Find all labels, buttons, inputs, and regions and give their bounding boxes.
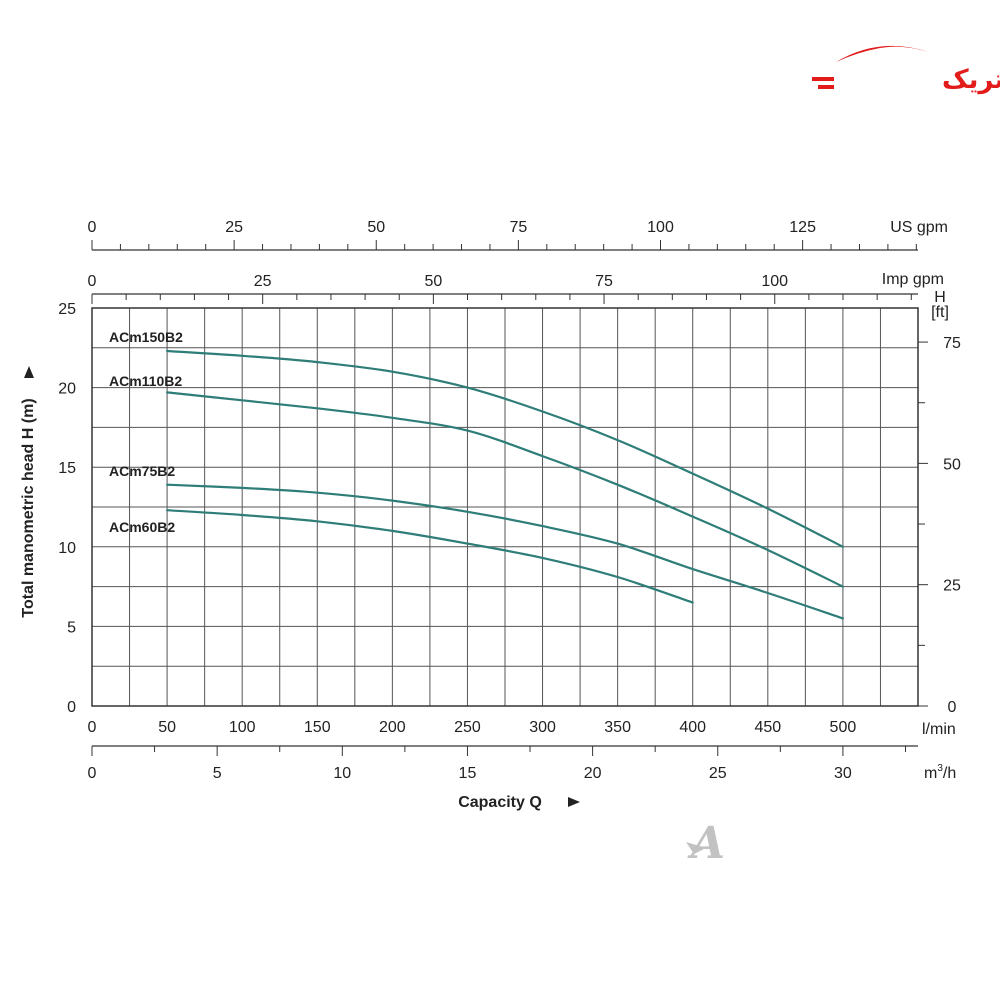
y-tick-label: 15 bbox=[58, 460, 76, 477]
ft-axis-label-h: H bbox=[934, 289, 946, 306]
lmin-tick-label: 100 bbox=[229, 719, 256, 736]
lmin-tick-label: 150 bbox=[304, 719, 331, 736]
us-gpm-tick-label: 25 bbox=[225, 219, 243, 236]
ft-tick-label: 50 bbox=[943, 456, 961, 473]
y-tick-label: 20 bbox=[58, 381, 76, 398]
lmin-tick-label: 300 bbox=[529, 719, 556, 736]
m3h-tick-label: 30 bbox=[834, 765, 852, 782]
ft-tick-label: 75 bbox=[943, 335, 961, 352]
x-axis-title-arrow bbox=[568, 797, 580, 807]
y-axis-title-arrow bbox=[24, 366, 34, 378]
m3h-tick-label: 25 bbox=[709, 765, 727, 782]
series-curve-acm110b2 bbox=[166, 391, 844, 588]
series-label-acm110b2: ACm110B2 bbox=[109, 373, 182, 389]
ft-axis-label-unit: [ft] bbox=[931, 304, 949, 321]
imp-gpm-unit-label: Imp gpm bbox=[882, 271, 944, 288]
imp-gpm-tick-label: 50 bbox=[424, 273, 442, 290]
us-gpm-tick-label: 75 bbox=[509, 219, 527, 236]
lmin-tick-label: 0 bbox=[88, 719, 97, 736]
imp-gpm-tick-label: 75 bbox=[595, 273, 613, 290]
series-label-acm150b2: ACm150B2 bbox=[109, 329, 183, 345]
series-curve-acm150b2 bbox=[166, 349, 844, 548]
y-tick-label: 5 bbox=[67, 619, 76, 636]
m3h-tick-label: 5 bbox=[213, 765, 222, 782]
m3h-unit-tail: /h bbox=[943, 765, 956, 782]
us-gpm-tick-label: 125 bbox=[789, 219, 816, 236]
m3h-tick-label: 0 bbox=[88, 765, 97, 782]
lmin-unit-label: l/min bbox=[922, 721, 956, 738]
m3h-unit-sup: 3 bbox=[937, 763, 943, 774]
m3h-unit-label: m3/h bbox=[924, 763, 956, 782]
brand-logo-text: آتاالکتریک bbox=[942, 63, 1000, 95]
plot-frame bbox=[91, 307, 919, 707]
us-gpm-tick-label: 100 bbox=[647, 219, 674, 236]
us-gpm-tick-label: 0 bbox=[88, 219, 97, 236]
lmin-tick-label: 50 bbox=[158, 719, 176, 736]
brand-logo: آتاالکتریک bbox=[812, 45, 1000, 95]
x-axis-title: Capacity Q bbox=[458, 794, 542, 811]
y-tick-label: 10 bbox=[58, 540, 76, 557]
lmin-tick-label: 500 bbox=[830, 719, 857, 736]
watermark-letter: A bbox=[687, 818, 725, 869]
lmin-tick-label: 450 bbox=[754, 719, 781, 736]
lmin-tick-label: 250 bbox=[454, 719, 481, 736]
series-curve-acm75b2 bbox=[166, 483, 844, 620]
lmin-tick-label: 200 bbox=[379, 719, 406, 736]
y-axis-title: Total manometric head H (m) bbox=[20, 398, 37, 617]
imp-gpm-tick-label: 100 bbox=[761, 273, 788, 290]
ft-tick-label: 25 bbox=[943, 578, 961, 595]
m3h-tick-label: 15 bbox=[459, 765, 477, 782]
m3h-tick-label: 20 bbox=[584, 765, 602, 782]
grid bbox=[92, 308, 918, 706]
imp-gpm-tick-label: 25 bbox=[254, 273, 272, 290]
m3h-tick-label: 10 bbox=[333, 765, 351, 782]
y-tick-label: 0 bbox=[67, 699, 76, 716]
lmin-tick-label: 350 bbox=[604, 719, 631, 736]
us-gpm-unit-label: US gpm bbox=[890, 219, 948, 236]
lmin-tick-label: 400 bbox=[679, 719, 706, 736]
m3h-unit-base: m bbox=[924, 765, 937, 782]
series-curves: ACm150B2 ACm110B2 ACm75B2 ACm60B2 bbox=[109, 329, 844, 620]
us-gpm-tick-label: 50 bbox=[367, 219, 385, 236]
watermark-logo: A bbox=[686, 818, 725, 869]
series-label-acm60b2: ACm60B2 bbox=[109, 519, 175, 535]
imp-gpm-tick-label: 0 bbox=[88, 273, 97, 290]
series-label-acm75b2: ACm75B2 bbox=[109, 463, 175, 479]
ft-tick-label: 0 bbox=[948, 699, 957, 716]
series-curve-acm60b2 bbox=[166, 509, 694, 604]
y-tick-label: 25 bbox=[58, 301, 76, 318]
